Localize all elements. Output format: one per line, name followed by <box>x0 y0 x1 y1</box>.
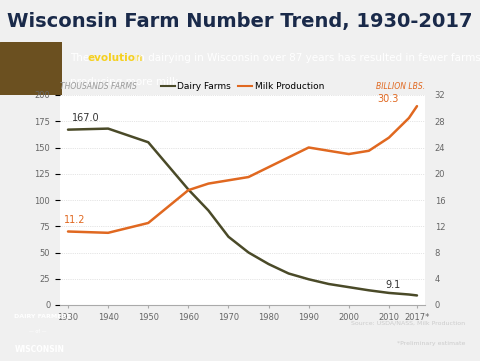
Text: WISCONSIN: WISCONSIN <box>14 345 64 354</box>
Text: *Preliminary estimate: *Preliminary estimate <box>397 340 466 345</box>
Text: THOUSANDS FARMS: THOUSANDS FARMS <box>60 82 137 91</box>
Text: 167.0: 167.0 <box>72 113 100 123</box>
Text: — of —: — of — <box>29 329 46 334</box>
Legend: Dairy Farms, Milk Production: Dairy Farms, Milk Production <box>157 78 327 95</box>
Text: 9.1: 9.1 <box>385 280 400 290</box>
Text: BILLION LBS.: BILLION LBS. <box>376 82 425 91</box>
Text: DAIRY FARMERS: DAIRY FARMERS <box>14 314 72 319</box>
Text: evolution: evolution <box>88 53 143 63</box>
Text: Source: USDA/NASS, Milk Production: Source: USDA/NASS, Milk Production <box>351 321 466 325</box>
Text: 30.3: 30.3 <box>377 94 398 104</box>
Text: The: The <box>70 53 92 63</box>
Text: 11.2: 11.2 <box>64 215 85 225</box>
Text: in dairying in Wisconsin over 87 years has resulted in fewer farms: in dairying in Wisconsin over 87 years h… <box>132 53 480 63</box>
Text: producing more milk: producing more milk <box>70 77 178 87</box>
Text: Wisconsin Farm Number Trend, 1930-2017: Wisconsin Farm Number Trend, 1930-2017 <box>7 12 473 30</box>
